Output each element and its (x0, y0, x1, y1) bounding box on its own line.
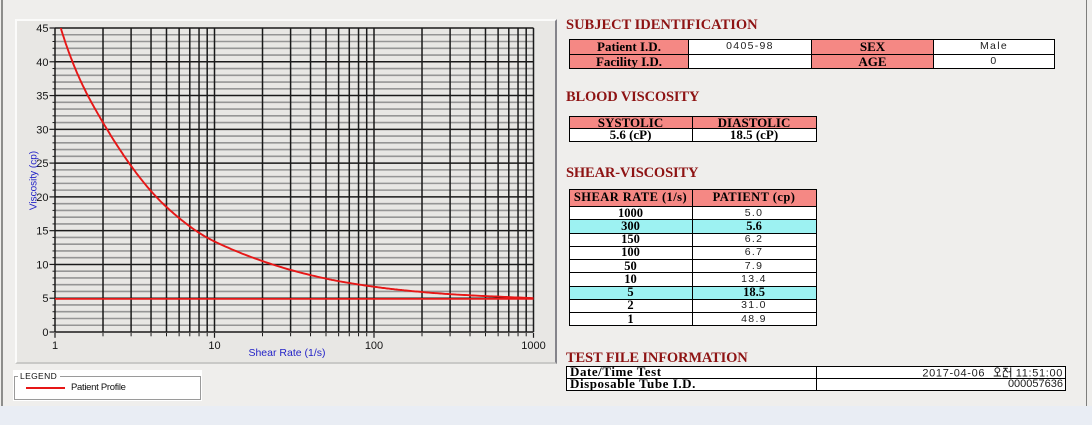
svg-text:Viscosity (cp): Viscosity (cp) (29, 151, 40, 210)
svg-text:40: 40 (36, 57, 48, 69)
svg-text:25: 25 (36, 158, 48, 170)
svg-text:15: 15 (36, 226, 48, 238)
svg-text:35: 35 (36, 91, 48, 103)
svg-text:10: 10 (36, 259, 48, 271)
svg-text:20: 20 (36, 192, 48, 204)
svg-text:Shear Rate (1/s): Shear Rate (1/s) (248, 347, 325, 359)
svg-text:1: 1 (52, 340, 58, 352)
svg-text:10: 10 (208, 340, 220, 352)
svg-text:30: 30 (36, 124, 48, 136)
svg-text:100: 100 (365, 340, 383, 352)
svg-text:45: 45 (36, 23, 48, 35)
svg-text:0: 0 (42, 327, 48, 339)
svg-text:5: 5 (42, 293, 48, 305)
svg-text:1000: 1000 (521, 340, 545, 352)
